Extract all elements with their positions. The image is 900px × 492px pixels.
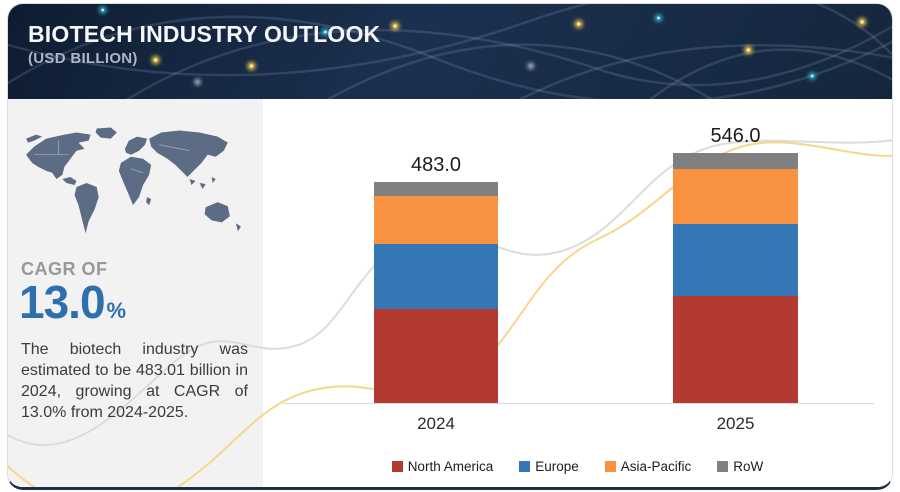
legend-swatch-north-america <box>391 461 403 472</box>
bar-total-label: 483.0 <box>410 154 462 176</box>
legend-label: Europe <box>535 459 579 474</box>
cagr-percent-sign: % <box>106 298 127 323</box>
network-lines-decoration <box>8 4 892 99</box>
bar-segment-europe <box>374 244 498 309</box>
legend-swatch-asia-pacific <box>604 461 616 472</box>
summary-text: The biotech industry was estimated to be… <box>21 341 248 422</box>
bar-stack <box>374 182 498 403</box>
bar-group-2024: 483.0 <box>374 154 498 403</box>
bar-segment-north-america <box>374 309 498 403</box>
bar-segment-row <box>374 182 498 196</box>
bar-segment-north-america <box>673 296 798 403</box>
page-subtitle: (USD BILLION) <box>28 50 138 68</box>
cagr-number: 13.0 <box>19 276 106 328</box>
bar-segment-row <box>673 153 798 169</box>
sidebar: CAGR OF 13.0% The biotech industry was e… <box>8 99 263 487</box>
legend-item-row: RoW <box>717 459 763 474</box>
cagr-value: 13.0% <box>19 275 127 329</box>
chart-panel: 483.0 2024 546.0 2025 North America Europe … <box>263 99 892 487</box>
legend-item-asia-pacific: Asia-Pacific <box>604 459 692 474</box>
x-axis-label-2024: 2024 <box>417 414 455 433</box>
world-map <box>26 127 241 234</box>
bar-group-2025: 546.0 <box>673 125 798 403</box>
legend-label: North America <box>407 459 494 474</box>
bar-total-label: 546.0 <box>710 125 761 148</box>
header-banner: BIOTECH INDUSTRY OUTLOOK (USD BILLION) <box>8 4 892 99</box>
bar-segment-europe <box>673 223 798 297</box>
x-axis-line <box>283 403 874 404</box>
legend-item-north-america: North America <box>391 459 494 474</box>
page-title: BIOTECH INDUSTRY OUTLOOK <box>28 21 381 47</box>
legend-label: Asia-Pacific <box>620 459 692 474</box>
legend: North America Europe Asia-Pacific RoW <box>263 459 892 474</box>
content-area: CAGR OF 13.0% The biotech industry was e… <box>8 99 892 487</box>
bar-segment-asia-pacific <box>374 196 498 244</box>
infographic-card: BIOTECH INDUSTRY OUTLOOK (USD BILLION) <box>7 3 893 490</box>
legend-swatch-europe <box>519 461 531 472</box>
legend-item-europe: Europe <box>519 459 579 474</box>
bar-stack <box>673 153 798 403</box>
x-axis-label-2025: 2025 <box>716 414 755 433</box>
legend-label: RoW <box>733 459 764 474</box>
bar-segment-asia-pacific <box>673 168 798 224</box>
legend-swatch-row <box>717 461 729 472</box>
